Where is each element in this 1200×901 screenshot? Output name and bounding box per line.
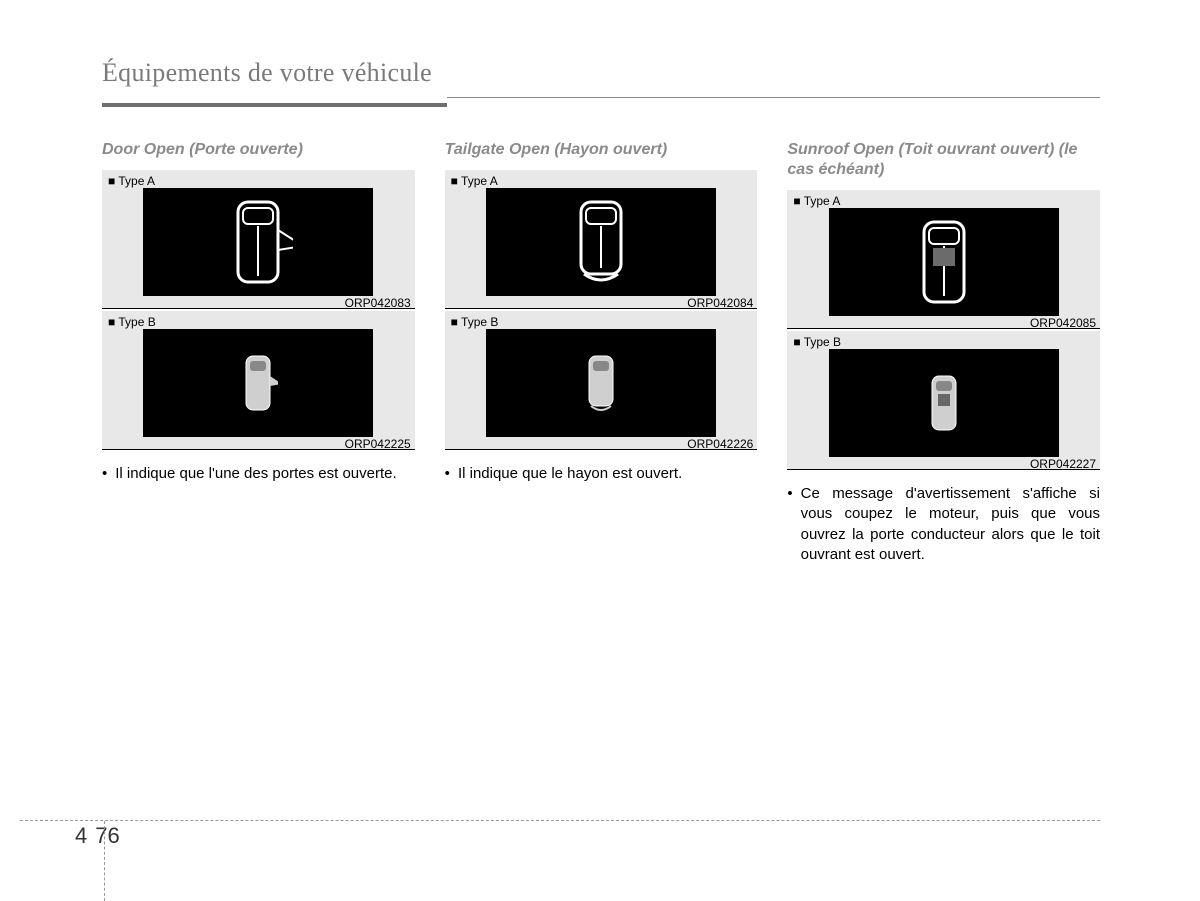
figure-code: ORP042225 [345,437,411,451]
figure-box-type-a: ■ Type A ORP042084 [445,170,758,309]
display-screen [486,329,716,437]
section-title: Door Open (Porte ouverte) [102,140,415,160]
type-label: ■ Type A [793,194,840,208]
column-sunroof-open: Sunroof Open (Toit ouvrant ouvert) (le c… [787,140,1100,565]
figure-box-type-b: ■ Type B ORP042227 [787,331,1100,470]
figure-code: ORP042083 [345,296,411,310]
figure-code: ORP042085 [1030,316,1096,330]
page-title: Équipements de votre véhicule [102,58,1100,88]
section-title: Tailgate Open (Hayon ouvert) [445,140,758,160]
bullet-text: • Ce message d'avertissement s'affiche s… [787,484,1100,565]
section-number: 4 [75,823,87,849]
type-label: ■ Type B [793,335,841,349]
figure-box-type-a: ■ Type A ORP042085 [787,190,1100,329]
section-title: Sunroof Open (Toit ouvrant ouvert) (le c… [787,140,1100,180]
header-rule [102,94,1100,99]
bullet-text: • Il indique que l'une des portes est ou… [102,464,415,484]
type-label: ■ Type B [451,315,499,329]
figure-box-type-b: ■ Type B ORP042226 [445,311,758,450]
bullet-dot: • [102,464,107,484]
car-sunroof-open-small-icon [924,372,964,434]
bullet-text: • Il indique que le hayon est ouvert. [445,464,758,484]
figure-box-type-b: ■ Type B ORP042225 [102,311,415,450]
content-columns: Door Open (Porte ouverte) ■ Type A ORP04… [102,140,1100,565]
car-sunroof-open-icon [909,216,979,308]
display-screen [829,349,1059,457]
page-number: 4 76 [75,823,120,849]
display-screen [143,188,373,296]
footer-vertical-dash [104,821,105,901]
figure-code: ORP042084 [687,296,753,310]
type-label: ■ Type B [108,315,156,329]
column-door-open: Door Open (Porte ouverte) ■ Type A ORP04… [102,140,415,565]
display-screen [829,208,1059,316]
bullet-dot: • [787,484,792,565]
display-screen [143,329,373,437]
car-door-open-icon [223,196,293,288]
page-number-value: 76 [95,823,119,849]
car-tailgate-open-small-icon [581,352,621,414]
column-tailgate-open: Tailgate Open (Hayon ouvert) ■ Type A OR… [445,140,758,565]
car-door-open-small-icon [238,352,278,414]
figure-code: ORP042227 [1030,457,1096,471]
footer-rule [20,820,1100,821]
display-screen [486,188,716,296]
figure-code: ORP042226 [687,437,753,451]
figure-box-type-a: ■ Type A ORP042083 [102,170,415,309]
car-tailgate-open-icon [566,196,636,288]
bullet-dot: • [445,464,450,484]
page-footer [20,820,1100,821]
page-header: Équipements de votre véhicule [102,58,1100,99]
type-label: ■ Type A [451,174,498,188]
type-label: ■ Type A [108,174,155,188]
